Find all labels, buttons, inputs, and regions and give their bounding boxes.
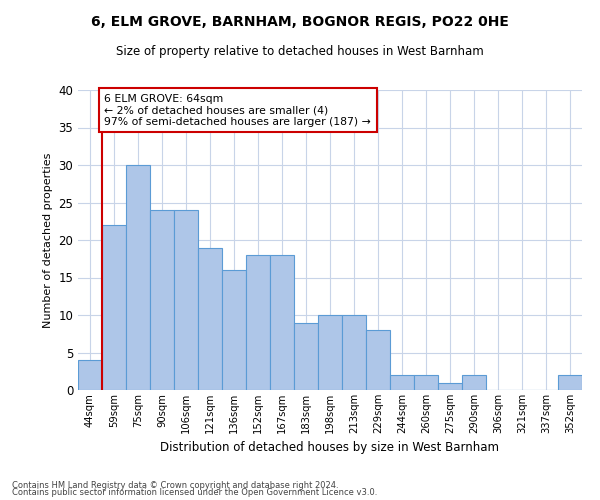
Bar: [366, 330, 390, 390]
Bar: [558, 375, 582, 390]
Y-axis label: Number of detached properties: Number of detached properties: [43, 152, 53, 328]
Text: Contains HM Land Registry data © Crown copyright and database right 2024.: Contains HM Land Registry data © Crown c…: [12, 480, 338, 490]
Text: Size of property relative to detached houses in West Barnham: Size of property relative to detached ho…: [116, 45, 484, 58]
Bar: [126, 165, 150, 390]
Bar: [222, 270, 246, 390]
Text: 6 ELM GROVE: 64sqm
← 2% of detached houses are smaller (4)
97% of semi-detached : 6 ELM GROVE: 64sqm ← 2% of detached hous…: [104, 94, 371, 127]
X-axis label: Distribution of detached houses by size in West Barnham: Distribution of detached houses by size …: [161, 442, 499, 454]
Bar: [78, 360, 102, 390]
Bar: [246, 255, 270, 390]
Text: 6, ELM GROVE, BARNHAM, BOGNOR REGIS, PO22 0HE: 6, ELM GROVE, BARNHAM, BOGNOR REGIS, PO2…: [91, 15, 509, 29]
Bar: [318, 315, 342, 390]
Bar: [462, 375, 486, 390]
Bar: [438, 382, 462, 390]
Bar: [102, 225, 126, 390]
Bar: [390, 375, 414, 390]
Text: Contains public sector information licensed under the Open Government Licence v3: Contains public sector information licen…: [12, 488, 377, 497]
Bar: [174, 210, 198, 390]
Bar: [270, 255, 294, 390]
Bar: [198, 248, 222, 390]
Bar: [294, 322, 318, 390]
Bar: [342, 315, 366, 390]
Bar: [414, 375, 438, 390]
Bar: [150, 210, 174, 390]
